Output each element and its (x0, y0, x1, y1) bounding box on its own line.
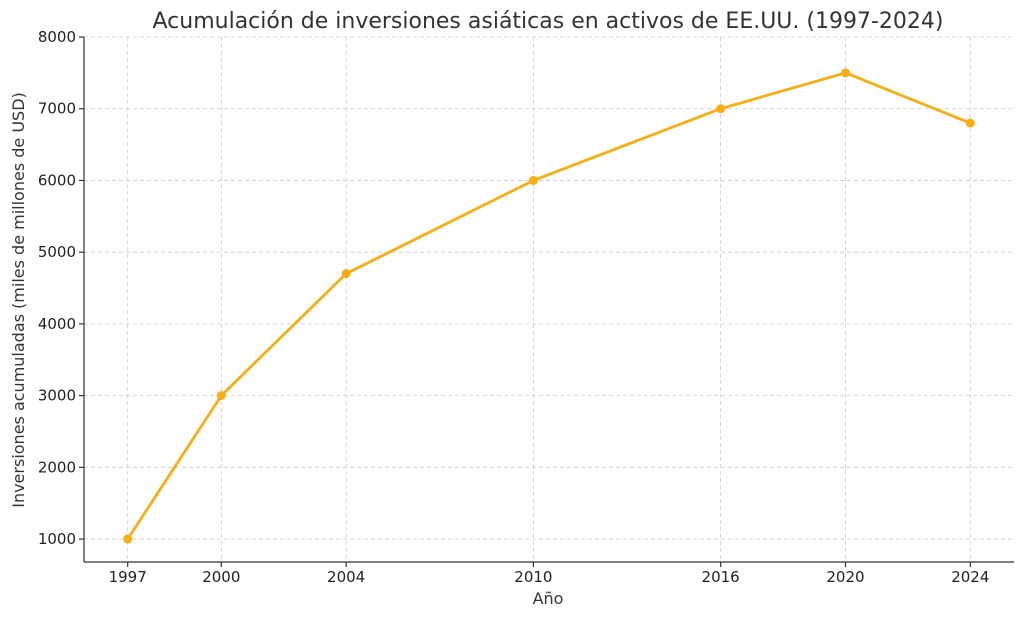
y-tick-label: 3000 (38, 387, 76, 405)
x-tick-label: 2004 (327, 568, 365, 586)
series-line (126, 71, 971, 540)
data-point (528, 175, 538, 185)
data-point (965, 118, 975, 128)
y-tick-label: 4000 (38, 315, 76, 333)
y-tick-label: 7000 (38, 100, 76, 118)
grid (84, 36, 1014, 562)
y-tick-label: 5000 (38, 243, 76, 261)
x-tick-label: 2016 (702, 568, 740, 586)
data-point (840, 68, 850, 78)
data-point (123, 534, 133, 544)
chart-title: Acumulación de inversiones asiáticas en … (153, 9, 944, 34)
y-tick-label: 1000 (38, 530, 76, 548)
data-point (716, 104, 726, 114)
y-tick-label: 6000 (38, 171, 76, 189)
y-tick-label: 2000 (38, 458, 76, 476)
x-tick-label: 1997 (109, 568, 147, 586)
x-tick-label: 2000 (202, 568, 240, 586)
x-axis-label: Año (533, 589, 564, 608)
series-layer (123, 68, 975, 544)
x-axis-ticks: 1997 2000 2004 2010 2016 2020 2024 (109, 562, 989, 586)
y-axis-label: Inversiones acumuladas (miles de millone… (9, 92, 28, 508)
axes (83, 37, 1014, 563)
data-point (216, 391, 226, 401)
y-axis-ticks: 1000 2000 3000 4000 5000 6000 7000 8000 (38, 28, 84, 548)
x-tick-label: 2020 (826, 568, 864, 586)
data-point (341, 269, 351, 279)
x-tick-label: 2024 (951, 568, 989, 586)
y-tick-label: 8000 (38, 28, 76, 46)
x-tick-label: 2010 (514, 568, 552, 586)
